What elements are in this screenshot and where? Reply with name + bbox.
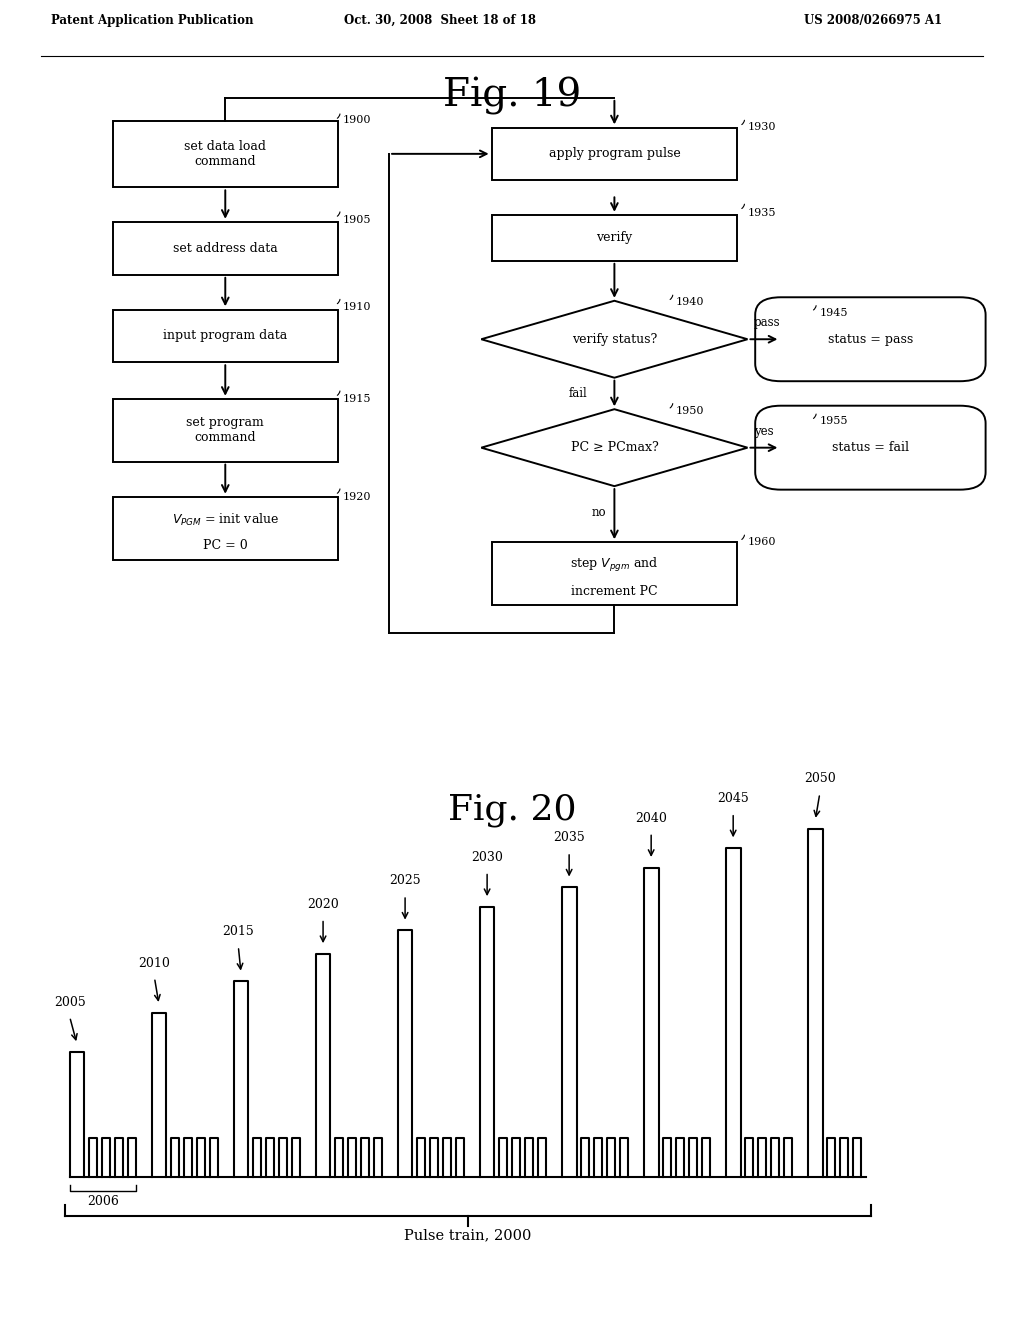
Text: Fig. 20: Fig. 20: [447, 793, 577, 828]
Text: 2035: 2035: [553, 832, 585, 845]
FancyBboxPatch shape: [113, 496, 338, 560]
Text: 1935: 1935: [748, 207, 776, 218]
Text: 1915: 1915: [343, 393, 372, 404]
Text: 1930: 1930: [748, 123, 776, 132]
Text: set program
command: set program command: [186, 416, 264, 445]
Text: 2010: 2010: [138, 957, 170, 970]
Text: 2025: 2025: [389, 874, 421, 887]
Text: Oct. 30, 2008  Sheet 18 of 18: Oct. 30, 2008 Sheet 18 of 18: [344, 15, 537, 28]
Text: set address data: set address data: [173, 242, 278, 255]
Text: 2020: 2020: [307, 898, 339, 911]
Text: pass: pass: [754, 317, 780, 330]
Polygon shape: [481, 301, 748, 378]
Text: 2015: 2015: [222, 925, 254, 939]
FancyBboxPatch shape: [492, 128, 737, 180]
Text: 1955: 1955: [819, 416, 848, 426]
FancyBboxPatch shape: [755, 297, 985, 381]
FancyBboxPatch shape: [755, 405, 985, 490]
Polygon shape: [481, 409, 748, 486]
Text: 1950: 1950: [676, 405, 705, 416]
FancyBboxPatch shape: [113, 120, 338, 187]
Text: 2005: 2005: [53, 995, 86, 1008]
Text: 1940: 1940: [676, 297, 705, 308]
Text: Pulse train, 2000: Pulse train, 2000: [404, 1228, 531, 1242]
Text: Fig. 19: Fig. 19: [442, 77, 582, 115]
Text: US 2008/0266975 A1: US 2008/0266975 A1: [804, 15, 942, 28]
Text: set data load
command: set data load command: [184, 140, 266, 168]
Text: verify: verify: [596, 231, 633, 244]
Text: no: no: [592, 507, 606, 519]
Text: 1910: 1910: [343, 302, 372, 312]
Text: 2006: 2006: [87, 1195, 119, 1208]
Text: input program data: input program data: [163, 329, 288, 342]
Text: $V_{PGM}$ = init value: $V_{PGM}$ = init value: [172, 512, 279, 528]
Text: PC = 0: PC = 0: [203, 539, 248, 552]
Text: step $V_{pgm}$ and: step $V_{pgm}$ and: [570, 556, 658, 574]
Text: 1905: 1905: [343, 215, 372, 224]
FancyBboxPatch shape: [492, 543, 737, 605]
Text: 1920: 1920: [343, 492, 372, 502]
Text: 1960: 1960: [748, 537, 776, 548]
Text: status = fail: status = fail: [831, 441, 909, 454]
FancyBboxPatch shape: [113, 222, 338, 275]
Text: verify status?: verify status?: [571, 333, 657, 346]
FancyBboxPatch shape: [113, 399, 338, 462]
Text: 2050: 2050: [804, 772, 836, 785]
Text: 1900: 1900: [343, 115, 372, 125]
Text: 2040: 2040: [635, 812, 667, 825]
Text: status = pass: status = pass: [827, 333, 913, 346]
Text: apply program pulse: apply program pulse: [549, 148, 680, 160]
Text: yes: yes: [754, 425, 773, 438]
FancyBboxPatch shape: [113, 309, 338, 362]
Text: 2030: 2030: [471, 851, 503, 863]
Text: PC ≥ PCmax?: PC ≥ PCmax?: [570, 441, 658, 454]
Text: fail: fail: [568, 387, 587, 400]
Text: Patent Application Publication: Patent Application Publication: [51, 15, 254, 28]
FancyBboxPatch shape: [492, 215, 737, 260]
Text: 2045: 2045: [717, 792, 750, 805]
Text: increment PC: increment PC: [571, 585, 657, 598]
Text: 1945: 1945: [819, 308, 848, 318]
